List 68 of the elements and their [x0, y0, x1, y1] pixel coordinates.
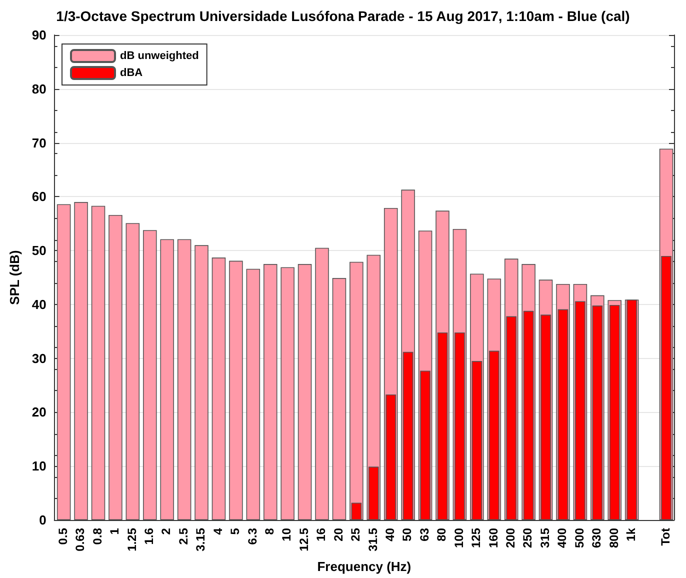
x-tick-label: 80 — [434, 528, 449, 542]
bar — [74, 202, 88, 520]
x-tick-label: 400 — [555, 528, 570, 548]
x-tick-label: 1 — [108, 528, 122, 535]
x-tick-label: 16 — [314, 528, 328, 542]
x-tick-label: 1k — [624, 528, 638, 542]
x-tick-label: 12.5 — [296, 528, 311, 552]
x-tick-label: 100 — [452, 528, 466, 548]
x-tick-label: 800 — [606, 528, 621, 548]
legend-label: dBA — [120, 67, 143, 79]
y-tick-label: 50 — [32, 243, 46, 258]
x-tick-label: 8 — [262, 528, 277, 535]
bar — [194, 245, 208, 520]
x-tick-label: 630 — [590, 528, 604, 548]
y-tick-label: 30 — [32, 350, 46, 366]
bar — [143, 230, 157, 520]
x-tick-label: 5 — [228, 528, 242, 535]
bar — [298, 264, 312, 520]
x-tick-label: 31.5 — [366, 528, 380, 552]
bar — [246, 268, 260, 520]
chart-title: 1/3-Octave Spectrum Universidade Lusófona Parade - 15 Aug 2017, 1:10am - Blue (cal) — [56, 8, 630, 24]
x-tick-label: 200 — [503, 528, 518, 548]
y-tick-label: 0 — [39, 512, 46, 528]
x-tick-label: 1.6 — [142, 528, 156, 545]
x-tick-label: 20 — [331, 528, 346, 542]
y-axis-title: SPL (dB) — [7, 250, 22, 305]
bar — [332, 278, 346, 520]
x-tick-label: 315 — [538, 528, 552, 548]
x-tick-label: 2 — [159, 528, 174, 535]
bar — [350, 262, 364, 520]
x-tick-label: 0.5 — [56, 528, 70, 545]
x-tick-label: 50 — [400, 528, 414, 542]
bar — [315, 248, 329, 520]
y-tick-label: 70 — [32, 135, 46, 150]
x-tick-label: 2.5 — [176, 528, 190, 545]
bar — [91, 206, 106, 520]
x-tick-label: 6.3 — [245, 528, 260, 545]
x-tick-label: 125 — [469, 528, 484, 548]
bar — [229, 260, 243, 520]
x-tick-label: 3.15 — [194, 528, 208, 552]
bar — [56, 204, 71, 520]
y-tick-label: 60 — [32, 189, 46, 204]
y-tick-label: 90 — [32, 28, 46, 42]
x-tick-label: 0.8 — [90, 528, 104, 545]
x-tick-label: 500 — [572, 528, 586, 548]
x-tick-label: 250 — [520, 528, 535, 548]
bar — [177, 239, 192, 520]
y-tick-label: 80 — [32, 81, 46, 96]
y-tick-label: 10 — [32, 458, 46, 474]
x-tick-label: 40 — [383, 528, 397, 542]
bar — [212, 258, 226, 520]
bar — [126, 223, 140, 520]
x-tick-label: 1.25 — [124, 528, 139, 552]
bar — [280, 267, 294, 520]
x-tick-label: 4 — [210, 528, 225, 535]
x-axis-title: Frequency (Hz) — [317, 559, 412, 574]
y-tick-label: 20 — [32, 404, 46, 420]
legend-label: dB unweighted — [120, 50, 199, 62]
y-tick-label: 40 — [32, 296, 46, 312]
x-tick-label: 63 — [417, 528, 432, 542]
x-tick-label: 10 — [280, 528, 294, 542]
x-tick-label: 0.63 — [73, 528, 88, 552]
bar — [160, 239, 174, 520]
x-tick-label: 25 — [348, 528, 363, 542]
bar — [263, 264, 278, 520]
bar — [108, 214, 122, 520]
x-tick-label: 160 — [486, 528, 500, 548]
x-tick-label: Tot — [658, 528, 672, 546]
